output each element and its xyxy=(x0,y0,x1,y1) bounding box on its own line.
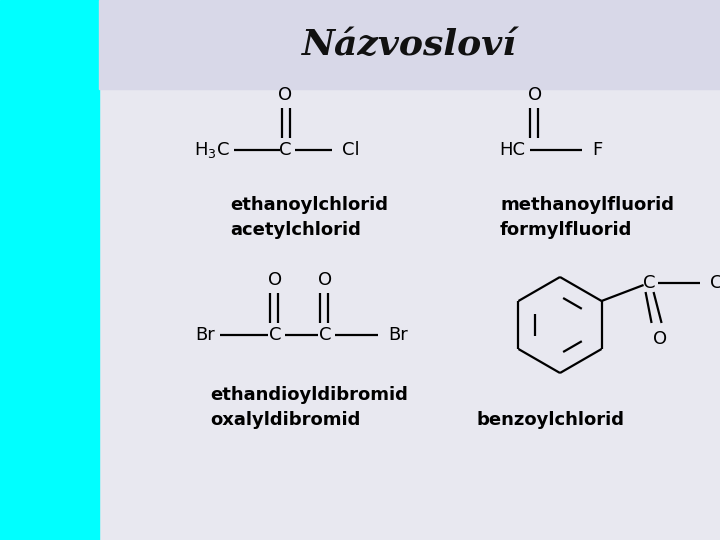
Text: C: C xyxy=(319,326,331,344)
Text: methanoylfluorid: methanoylfluorid xyxy=(500,196,674,214)
Text: O: O xyxy=(528,86,542,104)
Text: acetylchlorid: acetylchlorid xyxy=(230,221,361,239)
Text: Cl: Cl xyxy=(342,141,359,159)
Text: C: C xyxy=(643,274,656,292)
Text: Názvosloví: Názvosloví xyxy=(302,28,517,62)
Text: oxalyldibromid: oxalyldibromid xyxy=(210,411,361,429)
Text: O: O xyxy=(278,86,292,104)
Text: Br: Br xyxy=(195,326,215,344)
Text: formylfluorid: formylfluorid xyxy=(500,221,632,239)
Text: $\mathsf{H_3C}$: $\mathsf{H_3C}$ xyxy=(194,140,230,160)
Text: O: O xyxy=(318,271,332,289)
Text: C: C xyxy=(279,141,292,159)
Bar xyxy=(99,0,720,89)
Text: O: O xyxy=(268,271,282,289)
Text: ethanoylchlorid: ethanoylchlorid xyxy=(230,196,388,214)
Text: Cl: Cl xyxy=(710,274,720,292)
Text: benzoylchlorid: benzoylchlorid xyxy=(476,411,624,429)
Text: Br: Br xyxy=(388,326,408,344)
Text: HC: HC xyxy=(499,141,525,159)
Bar xyxy=(0,0,99,540)
Text: C: C xyxy=(269,326,282,344)
Text: O: O xyxy=(652,330,667,348)
Text: ethandioyldibromid: ethandioyldibromid xyxy=(210,386,408,404)
Text: F: F xyxy=(592,141,602,159)
